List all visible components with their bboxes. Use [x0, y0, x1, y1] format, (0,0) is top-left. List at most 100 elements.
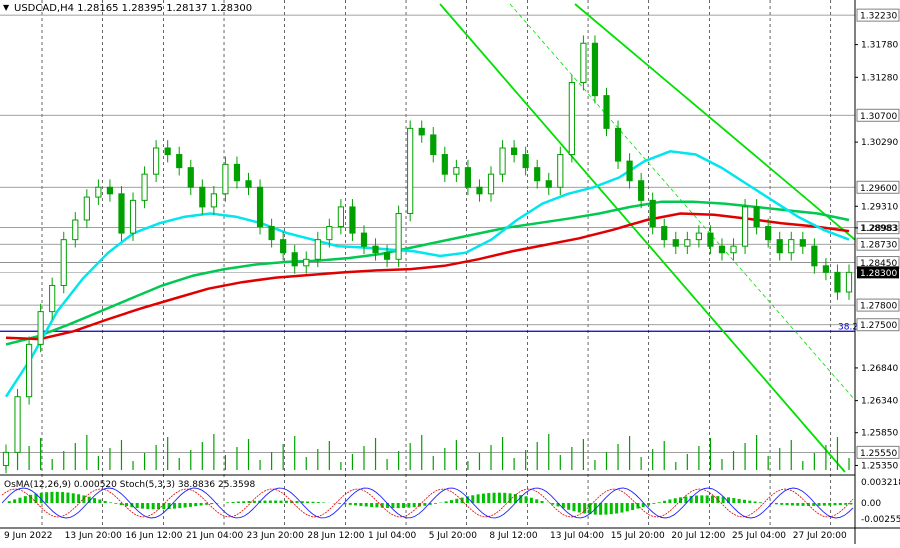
time-tick-label: 23 Jun 20:00	[247, 531, 304, 541]
stoch-signal-line	[1, 488, 854, 518]
time-tick-label: 27 Jul 20:00	[793, 531, 847, 541]
time-tick-label: 25 Jul 04:00	[732, 531, 786, 541]
level-label: 1.28450	[860, 259, 897, 269]
candle-body	[568, 82, 575, 156]
candle-body	[2, 451, 10, 466]
time-tick-label: 13 Jul 04:00	[550, 531, 604, 541]
candle-body	[476, 186, 483, 195]
candle-body	[441, 154, 448, 175]
candle-body	[603, 95, 610, 129]
time-tick-label: 9 Jun 2022	[4, 531, 52, 541]
candle-body	[268, 226, 275, 241]
candle-body	[153, 147, 160, 175]
candle-body	[118, 193, 125, 234]
candle-body	[360, 232, 368, 247]
candle-body	[95, 186, 102, 198]
candle-body	[72, 219, 79, 241]
indicator-title: OsMA(12,26,9) 0.000520 Stoch(5,3,3) 38.8…	[4, 480, 255, 490]
candle-body	[83, 196, 90, 221]
candle-body	[37, 311, 44, 345]
candle-body	[256, 186, 264, 228]
ind-scale-top: 0.003218	[861, 478, 900, 488]
time-tick-label: 20 Jul 12:00	[671, 531, 725, 541]
fib-level-label: 38.2	[838, 322, 858, 332]
candle-body	[187, 167, 194, 188]
candle-body	[164, 147, 171, 156]
candle-body	[765, 226, 772, 241]
candle-body	[222, 163, 229, 195]
candle-body	[695, 232, 702, 241]
candle-body	[395, 212, 402, 260]
candle-body	[49, 284, 56, 313]
candle-body	[60, 239, 67, 286]
time-tick-label: 15 Jul 20:00	[611, 531, 665, 541]
candle-body	[245, 180, 252, 188]
candle-body	[141, 173, 148, 201]
ind-scale-mid: 0.00	[861, 499, 881, 509]
candle-body	[199, 186, 206, 208]
y-tick-label: 1.29310	[861, 202, 898, 212]
y-tick-label: 1.31780	[861, 41, 898, 51]
level-label: 1.30700	[860, 112, 897, 122]
candle-body	[383, 252, 391, 260]
candle-body	[788, 239, 795, 254]
candle-body	[106, 186, 114, 195]
level-label: 1.28730	[860, 241, 897, 251]
y-tick-label: 1.25850	[861, 429, 898, 439]
time-tick-label: 16 Jun 12:00	[125, 531, 182, 541]
candle-body	[672, 239, 679, 247]
candle-body	[557, 154, 564, 188]
candle-body	[811, 245, 818, 267]
candle-body	[799, 239, 806, 247]
ma-slow-line	[5, 212, 850, 341]
y-tick-label: 1.25350	[861, 461, 898, 471]
candle-body	[580, 42, 587, 84]
time-tick-label: 8 Jul 12:00	[489, 531, 538, 541]
current-price-label: 1.28300	[860, 269, 897, 279]
candle-body	[418, 127, 425, 136]
current-price-box	[857, 266, 899, 279]
candle-body	[499, 147, 506, 175]
y-tick-label: 1.26340	[861, 397, 898, 407]
candle-body	[661, 226, 668, 241]
candle-body	[487, 173, 495, 195]
level-label-box	[856, 318, 900, 332]
candle-body	[649, 199, 656, 228]
y-tick-label: 1.26840	[861, 364, 898, 374]
menu-glyph[interactable]: ▼	[3, 3, 10, 12]
candle-body	[845, 271, 853, 293]
candle-body	[314, 239, 321, 260]
candle-body	[626, 160, 633, 182]
candle-body	[684, 239, 691, 247]
candle-body	[718, 245, 726, 254]
candle-body	[372, 245, 379, 254]
candle-body	[591, 42, 599, 97]
time-tick-label: 13 Jun 20:00	[65, 531, 122, 541]
level-label-box	[856, 8, 900, 22]
candle-body	[210, 193, 217, 208]
candle-body	[407, 127, 414, 214]
candle-body	[753, 206, 760, 228]
time-axis: 9 Jun 2022 13 Jun 20:00 16 Jun 12:00 21 Jun…	[0, 527, 900, 541]
y-tick-label: 1.28983	[861, 224, 898, 234]
level-label: 1.28983	[860, 224, 897, 234]
volume-bars	[5, 434, 850, 470]
price-candles	[2, 35, 853, 474]
candle-body	[349, 206, 356, 234]
level-label: 1.27500	[860, 321, 897, 331]
candle-body	[453, 167, 460, 175]
level-label: 1.32230	[860, 12, 897, 22]
stoch-main-line	[1, 487, 854, 519]
candle-body	[730, 245, 737, 254]
candle-body	[464, 167, 472, 188]
ma-fast-line	[4, 150, 850, 398]
time-tick-label: 28 Jun 12:00	[307, 531, 364, 541]
candle-body	[614, 127, 622, 162]
level-label-box	[856, 298, 900, 312]
y-tick-label: 1.31280	[861, 73, 898, 83]
candle-body	[522, 154, 529, 169]
candle-body	[430, 134, 437, 156]
moving-averages	[4, 150, 850, 398]
